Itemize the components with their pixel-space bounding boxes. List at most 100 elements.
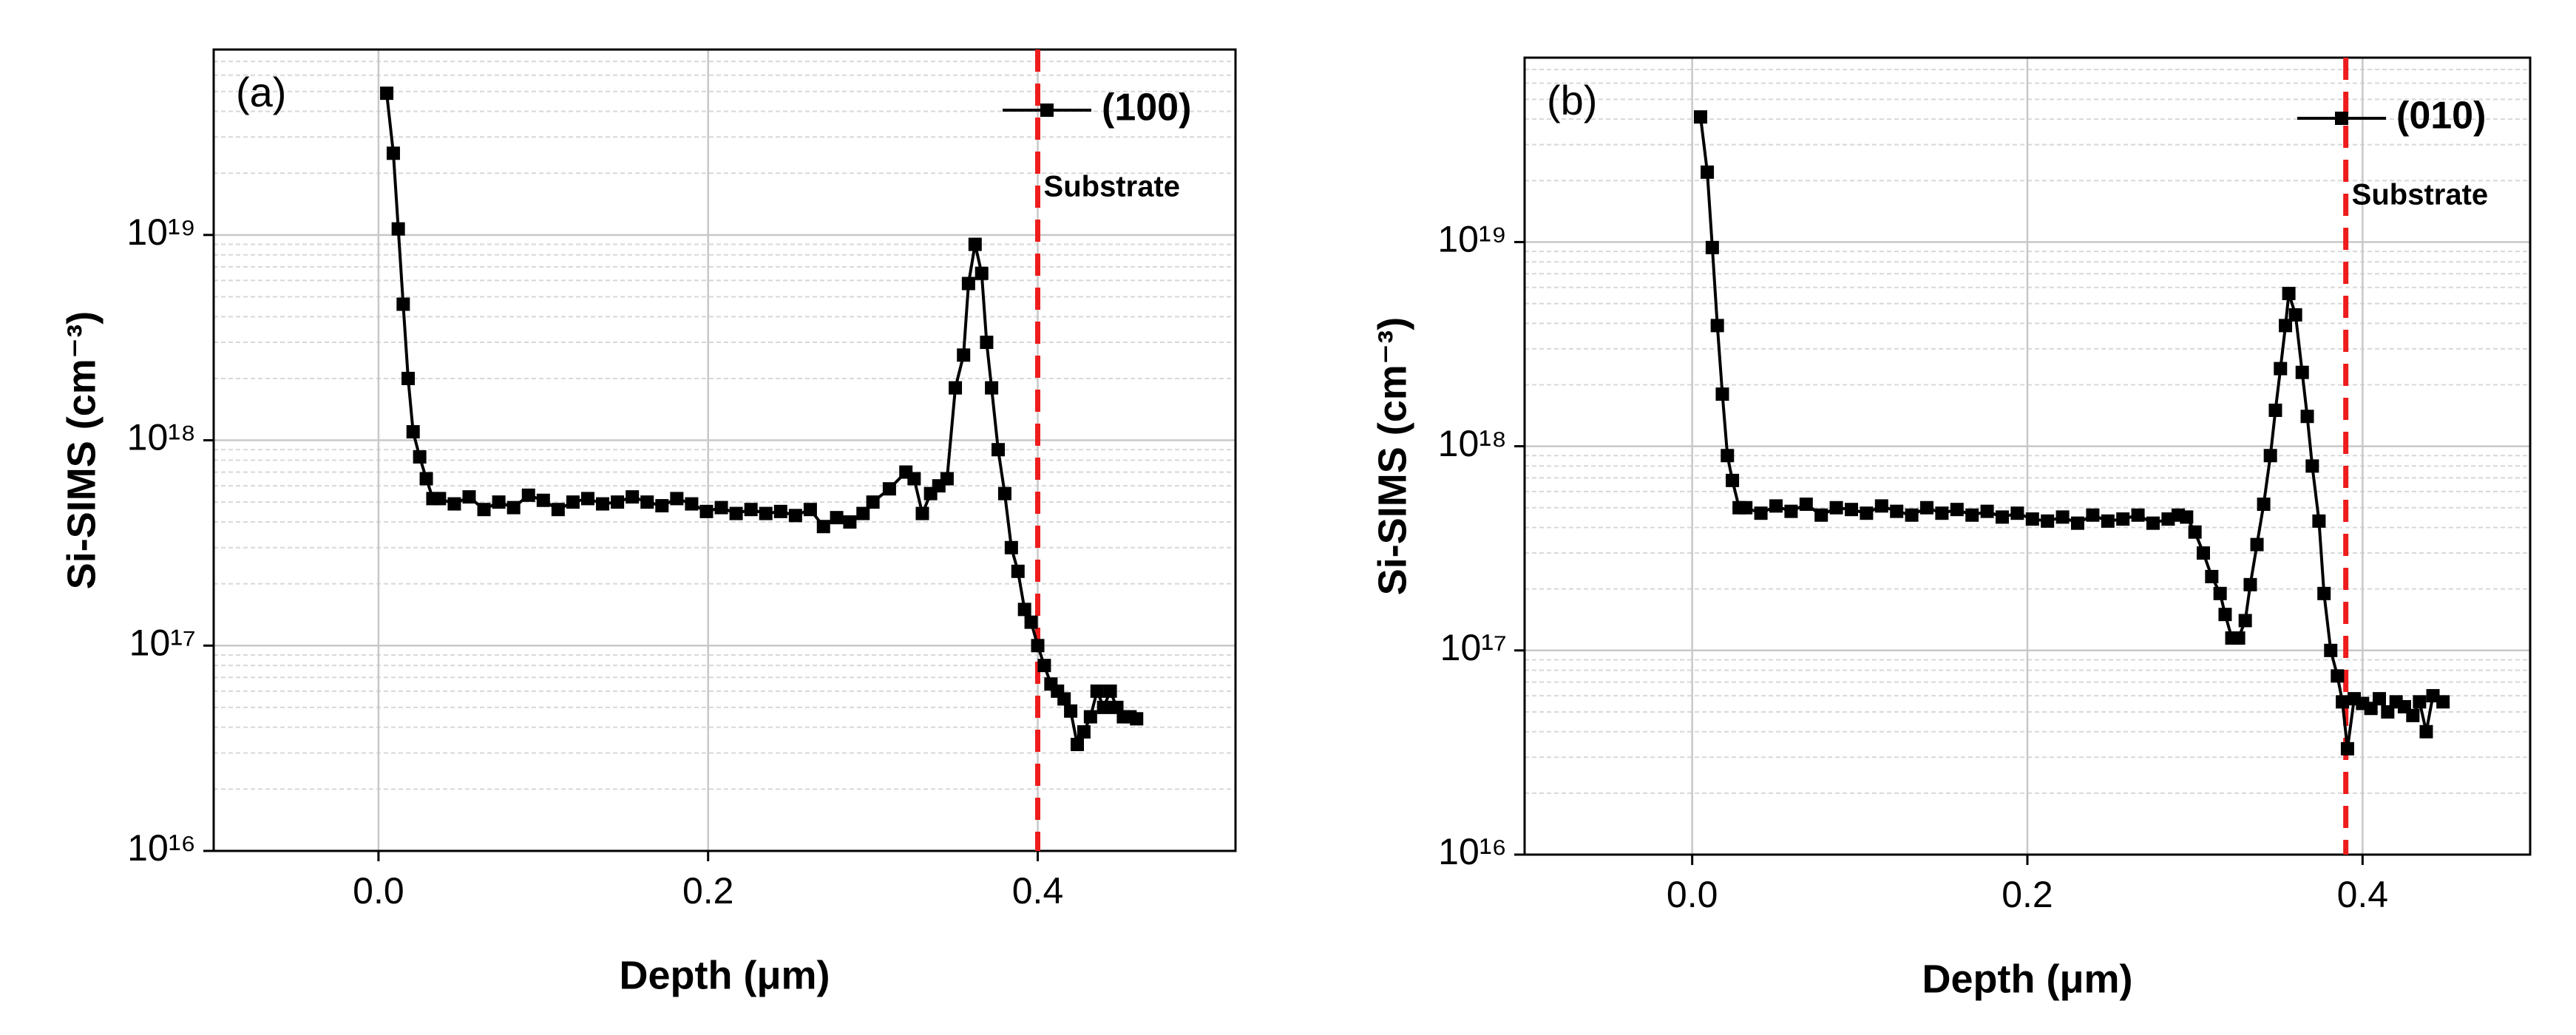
marker	[1090, 684, 1104, 698]
marker	[2340, 742, 2354, 756]
marker	[447, 497, 461, 511]
legend-marker	[2335, 112, 2348, 125]
marker	[477, 503, 491, 517]
marker	[406, 425, 420, 439]
marker	[1874, 499, 1888, 513]
x-tick-label: 0.4	[1012, 870, 1064, 912]
marker	[462, 490, 476, 504]
marker	[1980, 504, 1994, 518]
marker	[2238, 614, 2252, 628]
marker	[915, 506, 929, 520]
marker	[1024, 615, 1038, 629]
marker	[1057, 692, 1071, 706]
marker	[2250, 537, 2264, 552]
marker	[1077, 724, 1091, 739]
y-tick-label: 10¹⁹	[1437, 219, 1507, 260]
marker	[1845, 503, 1858, 517]
marker	[2426, 689, 2440, 703]
marker	[2180, 510, 2194, 524]
marker	[2279, 319, 2293, 333]
marker	[803, 503, 817, 517]
x-tick-label: 0.2	[2002, 874, 2053, 915]
marker	[1860, 506, 1874, 520]
marker	[1814, 508, 1828, 522]
marker	[506, 500, 521, 515]
marker	[655, 499, 669, 513]
marker	[396, 297, 410, 311]
marker	[2197, 546, 2210, 560]
marker	[2071, 516, 2084, 530]
marker	[611, 495, 625, 509]
series-line	[385, 92, 1137, 749]
legend-marker	[1040, 104, 1054, 117]
marker	[729, 506, 743, 520]
marker	[2419, 724, 2433, 739]
marker	[2406, 708, 2420, 722]
marker	[773, 504, 787, 518]
marker	[685, 497, 699, 511]
marker	[866, 495, 880, 509]
marker	[580, 492, 594, 506]
marker	[2413, 695, 2427, 709]
panel-label: (b)	[1547, 77, 1597, 123]
marker	[1829, 500, 1843, 515]
marker	[2213, 586, 2227, 600]
y-tick-label: 10¹⁶	[1438, 831, 1507, 872]
marker	[856, 506, 870, 520]
marker	[492, 495, 506, 509]
marker	[714, 500, 728, 515]
marker	[1769, 499, 1783, 513]
marker	[2288, 308, 2302, 322]
marker	[1031, 639, 1045, 653]
marker	[980, 336, 994, 350]
y-tick-label: 10¹⁸	[127, 417, 196, 458]
marker	[2300, 410, 2314, 424]
marker	[788, 509, 802, 523]
plot-frame	[1523, 56, 2532, 856]
marker	[2282, 286, 2296, 300]
marker	[1037, 659, 1051, 673]
marker	[2436, 695, 2450, 709]
marker	[419, 472, 433, 486]
marker	[1710, 319, 1724, 333]
marker	[1996, 510, 2009, 524]
marker	[2324, 643, 2338, 657]
marker	[997, 486, 1011, 500]
y-tick-label: 10¹⁹	[126, 211, 196, 253]
marker	[1705, 240, 1719, 254]
y-axis-label: Si-SIMS (cm⁻³)	[59, 311, 104, 590]
x-axis-label: Depth (μm)	[1922, 957, 2132, 1001]
marker	[2131, 508, 2145, 522]
y-tick-label: 10¹⁶	[127, 827, 196, 869]
marker	[2231, 631, 2245, 645]
marker	[830, 511, 844, 525]
annotation: Substrate	[2352, 179, 2489, 211]
marker	[759, 506, 773, 520]
marker	[2041, 514, 2055, 528]
marker	[816, 520, 830, 534]
marker	[1920, 500, 1933, 515]
marker	[1784, 504, 1798, 518]
marker	[2116, 512, 2130, 526]
marker	[626, 490, 640, 504]
panel: 10¹⁶ 10¹⁷ 10¹⁸ 10¹⁹ 0.0 0.2 0.4 Depth (μm) Si-SI…	[1370, 56, 2532, 1001]
marker	[1130, 712, 1144, 726]
marker	[1011, 564, 1025, 578]
marker	[1754, 506, 1768, 520]
marker	[1083, 710, 1097, 724]
marker	[2373, 692, 2386, 706]
legend-label: (010)	[2396, 95, 2486, 138]
marker	[949, 381, 963, 395]
panel-label: (a)	[236, 69, 286, 115]
marker	[1004, 540, 1018, 554]
marker	[2263, 449, 2277, 463]
marker	[391, 222, 405, 236]
legend-label: (100)	[1102, 86, 1191, 129]
y-tick-label: 10¹⁷	[129, 622, 196, 663]
marker	[1701, 165, 1715, 179]
marker	[1739, 500, 1753, 515]
marker	[2101, 514, 2115, 528]
marker	[2218, 608, 2232, 622]
marker	[1726, 473, 1740, 487]
marker	[413, 450, 427, 464]
